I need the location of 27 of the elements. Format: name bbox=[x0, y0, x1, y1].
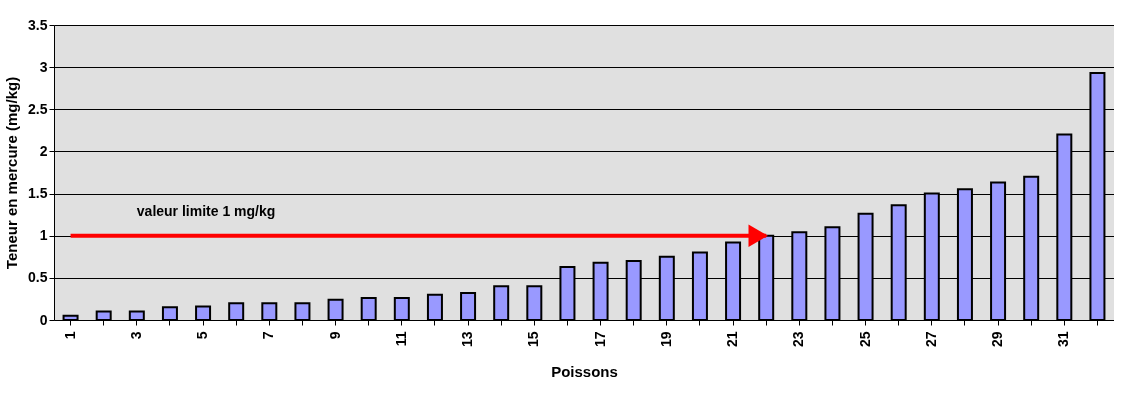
x-tick-label: 11 bbox=[392, 331, 409, 347]
y-tick-label: 3.5 bbox=[28, 16, 48, 33]
y-tick-label: 0.5 bbox=[28, 269, 48, 286]
x-tick-label: 23 bbox=[790, 331, 807, 348]
y-tick-label: 2.5 bbox=[28, 100, 48, 117]
x-tick-label: 7 bbox=[260, 331, 277, 340]
x-tick-label: 21 bbox=[724, 331, 741, 348]
x-tick-label: 31 bbox=[1055, 331, 1072, 348]
y-tick-label: 2 bbox=[39, 142, 48, 159]
y-tick-label: 1 bbox=[39, 227, 48, 244]
x-tick-label: 27 bbox=[922, 331, 939, 348]
y-tick-label: 0 bbox=[39, 311, 48, 328]
y-axis-title: Teneur en mercure (mg/kg) bbox=[3, 76, 21, 270]
x-tick-label: 1 bbox=[61, 331, 78, 340]
x-axis-title: Poissons bbox=[551, 363, 618, 381]
x-tick-label: 9 bbox=[326, 331, 343, 340]
x-tick-label: 13 bbox=[459, 331, 476, 348]
x-tick-label: 15 bbox=[525, 331, 542, 348]
x-tick-label: 3 bbox=[127, 331, 144, 340]
x-tick-label: 17 bbox=[591, 331, 608, 348]
x-tick-label: 25 bbox=[856, 331, 873, 348]
y-tick-label: 3 bbox=[39, 58, 48, 75]
x-tick-label: 29 bbox=[989, 331, 1006, 348]
y-tick-label: 1.5 bbox=[28, 185, 48, 202]
x-tick-label: 19 bbox=[657, 331, 674, 348]
ref-line-label: valeur limite 1 mg/kg bbox=[136, 202, 276, 219]
x-tick-label: 5 bbox=[194, 331, 211, 340]
